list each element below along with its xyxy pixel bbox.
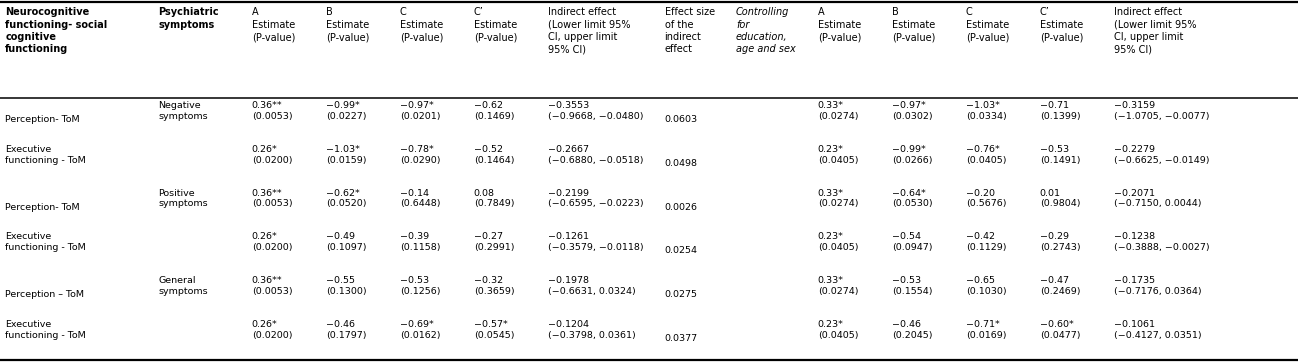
Text: −0.57*
(0.0545): −0.57* (0.0545)	[474, 320, 514, 340]
Text: −0.2279
(−0.6625, −0.0149): −0.2279 (−0.6625, −0.0149)	[1114, 145, 1210, 165]
Text: Indirect effect
(Lower limit 95%
CI, upper limit
95% CI): Indirect effect (Lower limit 95% CI, upp…	[548, 7, 631, 54]
Text: 0.33*
(0.0274): 0.33* (0.0274)	[818, 189, 858, 209]
Text: 0.0498: 0.0498	[665, 159, 697, 168]
Text: −0.62
(0.1469): −0.62 (0.1469)	[474, 101, 514, 121]
Text: −0.65
(0.1030): −0.65 (0.1030)	[966, 276, 1006, 296]
Text: −0.20
(0.5676): −0.20 (0.5676)	[966, 189, 1006, 209]
Text: −0.78*
(0.0290): −0.78* (0.0290)	[400, 145, 440, 165]
Text: Indirect effect
(Lower limit 95%
CI, upper limit
95% CI): Indirect effect (Lower limit 95% CI, upp…	[1114, 7, 1197, 54]
Text: 0.23*
(0.0405): 0.23* (0.0405)	[818, 320, 858, 340]
Text: −0.53
(0.1491): −0.53 (0.1491)	[1040, 145, 1080, 165]
Text: General
symptoms: General symptoms	[158, 276, 208, 296]
Text: Neurocognitive
functioning- social
cognitive
functioning: Neurocognitive functioning- social cogni…	[5, 7, 108, 54]
Text: −0.99*
(0.0227): −0.99* (0.0227)	[326, 101, 366, 121]
Text: −0.62*
(0.0520): −0.62* (0.0520)	[326, 189, 366, 209]
Text: Executive
functioning - ToM: Executive functioning - ToM	[5, 145, 86, 165]
Text: −0.97*
(0.0201): −0.97* (0.0201)	[400, 101, 440, 121]
Text: 0.23*
(0.0405): 0.23* (0.0405)	[818, 145, 858, 165]
Text: Executive
functioning - ToM: Executive functioning - ToM	[5, 320, 86, 340]
Text: −0.46
(0.1797): −0.46 (0.1797)	[326, 320, 366, 340]
Text: −0.1978
(−0.6631, 0.0324): −0.1978 (−0.6631, 0.0324)	[548, 276, 636, 296]
Text: 0.0026: 0.0026	[665, 203, 697, 212]
Text: −0.69*
(0.0162): −0.69* (0.0162)	[400, 320, 440, 340]
Text: 0.08
(0.7849): 0.08 (0.7849)	[474, 189, 514, 209]
Text: −0.1238
(−0.3888, −0.0027): −0.1238 (−0.3888, −0.0027)	[1114, 232, 1210, 252]
Text: 0.33*
(0.0274): 0.33* (0.0274)	[818, 101, 858, 121]
Text: 0.26*
(0.0200): 0.26* (0.0200)	[252, 232, 292, 252]
Text: Perception – ToM: Perception – ToM	[5, 290, 84, 299]
Text: A
Estimate
(P-value): A Estimate (P-value)	[818, 7, 861, 42]
Text: 0.0377: 0.0377	[665, 334, 698, 343]
Text: 0.0603: 0.0603	[665, 115, 698, 124]
Text: Negative
symptoms: Negative symptoms	[158, 101, 208, 121]
Text: −0.2199
(−0.6595, −0.0223): −0.2199 (−0.6595, −0.0223)	[548, 189, 644, 209]
Text: Psychiatric
symptoms: Psychiatric symptoms	[158, 7, 219, 30]
Text: B
Estimate
(P-value): B Estimate (P-value)	[326, 7, 369, 42]
Text: −0.1204
(−0.3798, 0.0361): −0.1204 (−0.3798, 0.0361)	[548, 320, 636, 340]
Text: Perception- ToM: Perception- ToM	[5, 115, 79, 124]
Text: −0.99*
(0.0266): −0.99* (0.0266)	[892, 145, 932, 165]
Text: −0.97*
(0.0302): −0.97* (0.0302)	[892, 101, 932, 121]
Text: Effect size
of the
indirect
effect: Effect size of the indirect effect	[665, 7, 715, 54]
Text: 0.26*
(0.0200): 0.26* (0.0200)	[252, 320, 292, 340]
Text: 0.26*
(0.0200): 0.26* (0.0200)	[252, 145, 292, 165]
Text: −1.03*
(0.0334): −1.03* (0.0334)	[966, 101, 1006, 121]
Text: −0.54
(0.0947): −0.54 (0.0947)	[892, 232, 932, 252]
Text: B
Estimate
(P-value): B Estimate (P-value)	[892, 7, 935, 42]
Text: Controlling
for
education,
age and sex: Controlling for education, age and sex	[736, 7, 796, 54]
Text: −0.39
(0.1158): −0.39 (0.1158)	[400, 232, 440, 252]
Text: −0.49
(0.1097): −0.49 (0.1097)	[326, 232, 366, 252]
Text: 0.23*
(0.0405): 0.23* (0.0405)	[818, 232, 858, 252]
Text: 0.0254: 0.0254	[665, 246, 697, 255]
Text: −0.42
(0.1129): −0.42 (0.1129)	[966, 232, 1006, 252]
Text: −0.53
(0.1256): −0.53 (0.1256)	[400, 276, 440, 296]
Text: −0.1061
(−0.4127, 0.0351): −0.1061 (−0.4127, 0.0351)	[1114, 320, 1202, 340]
Text: −1.03*
(0.0159): −1.03* (0.0159)	[326, 145, 366, 165]
Text: −0.29
(0.2743): −0.29 (0.2743)	[1040, 232, 1080, 252]
Text: −0.55
(0.1300): −0.55 (0.1300)	[326, 276, 366, 296]
Text: 0.36**
(0.0053): 0.36** (0.0053)	[252, 101, 292, 121]
Text: 0.36**
(0.0053): 0.36** (0.0053)	[252, 189, 292, 209]
Text: −0.47
(0.2469): −0.47 (0.2469)	[1040, 276, 1080, 296]
Text: C’
Estimate
(P-value): C’ Estimate (P-value)	[1040, 7, 1083, 42]
Text: Perception- ToM: Perception- ToM	[5, 203, 79, 212]
Text: −0.3553
(−0.9668, −0.0480): −0.3553 (−0.9668, −0.0480)	[548, 101, 644, 121]
Text: −0.3159
(−1.0705, −0.0077): −0.3159 (−1.0705, −0.0077)	[1114, 101, 1210, 121]
Text: 0.33*
(0.0274): 0.33* (0.0274)	[818, 276, 858, 296]
Text: −0.71
(0.1399): −0.71 (0.1399)	[1040, 101, 1080, 121]
Text: −0.32
(0.3659): −0.32 (0.3659)	[474, 276, 514, 296]
Text: −0.60*
(0.0477): −0.60* (0.0477)	[1040, 320, 1080, 340]
Text: −0.1261
(−0.3579, −0.0118): −0.1261 (−0.3579, −0.0118)	[548, 232, 644, 252]
Text: −0.14
(0.6448): −0.14 (0.6448)	[400, 189, 440, 209]
Text: −0.52
(0.1464): −0.52 (0.1464)	[474, 145, 514, 165]
Text: −0.46
(0.2045): −0.46 (0.2045)	[892, 320, 932, 340]
Text: −0.71*
(0.0169): −0.71* (0.0169)	[966, 320, 1006, 340]
Text: −0.27
(0.2991): −0.27 (0.2991)	[474, 232, 514, 252]
Text: −0.2667
(−0.6880, −0.0518): −0.2667 (−0.6880, −0.0518)	[548, 145, 644, 165]
Text: 0.36**
(0.0053): 0.36** (0.0053)	[252, 276, 292, 296]
Text: −0.64*
(0.0530): −0.64* (0.0530)	[892, 189, 932, 209]
Text: Executive
functioning - ToM: Executive functioning - ToM	[5, 232, 86, 252]
Text: −0.53
(0.1554): −0.53 (0.1554)	[892, 276, 932, 296]
Text: 0.0275: 0.0275	[665, 290, 697, 299]
Text: Positive
symptoms: Positive symptoms	[158, 189, 208, 209]
Text: C
Estimate
(P-value): C Estimate (P-value)	[966, 7, 1009, 42]
Text: A
Estimate
(P-value): A Estimate (P-value)	[252, 7, 295, 42]
Text: −0.76*
(0.0405): −0.76* (0.0405)	[966, 145, 1006, 165]
Text: C
Estimate
(P-value): C Estimate (P-value)	[400, 7, 443, 42]
Text: −0.1735
(−0.7176, 0.0364): −0.1735 (−0.7176, 0.0364)	[1114, 276, 1202, 296]
Text: C’
Estimate
(P-value): C’ Estimate (P-value)	[474, 7, 517, 42]
Text: 0.01
(0.9804): 0.01 (0.9804)	[1040, 189, 1080, 209]
Text: −0.2071
(−0.7150, 0.0044): −0.2071 (−0.7150, 0.0044)	[1114, 189, 1201, 209]
